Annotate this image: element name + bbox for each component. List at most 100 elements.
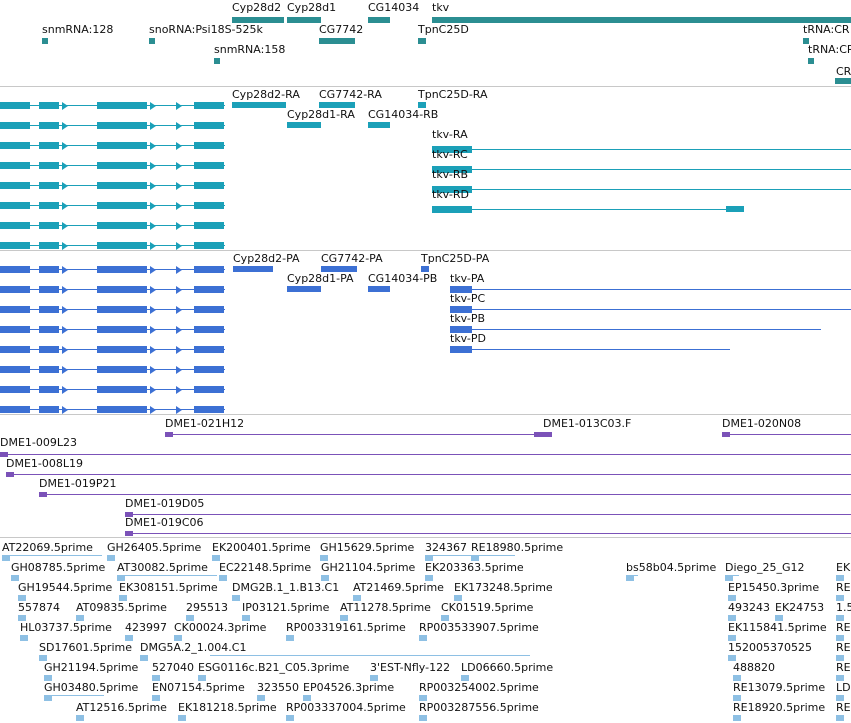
est-label[interactable]: EN07154.5prime: [152, 681, 245, 694]
transcript-label[interactable]: tkv-PD: [450, 332, 486, 345]
exon-block[interactable]: [0, 286, 30, 293]
est-label[interactable]: AT30082.5prime: [117, 561, 208, 574]
est-label[interactable]: 3'EST-Nfly-122: [370, 661, 451, 674]
exon-block[interactable]: [287, 122, 321, 128]
gene-label[interactable]: CG7742: [319, 23, 364, 36]
gene-feature[interactable]: [42, 38, 48, 44]
est-label[interactable]: 152005370525: [728, 641, 812, 654]
est-feature[interactable]: [76, 715, 84, 721]
est-label[interactable]: HL03737.5prime: [20, 621, 112, 634]
est-label[interactable]: 324367: [425, 541, 467, 554]
est-feature[interactable]: [152, 675, 160, 681]
exon-block[interactable]: [726, 206, 744, 212]
exon-block[interactable]: [194, 366, 224, 373]
gene-label[interactable]: tkv: [432, 1, 450, 14]
exon-block[interactable]: [0, 326, 30, 333]
exon-block[interactable]: [39, 102, 59, 109]
exon-block[interactable]: [421, 266, 429, 272]
est-label[interactable]: Diego_25_G12: [725, 561, 805, 574]
clone-end[interactable]: [0, 452, 8, 457]
exon-block[interactable]: [39, 306, 59, 313]
est-label[interactable]: RE: [836, 661, 851, 674]
est-feature[interactable]: [119, 595, 127, 601]
gene-feature[interactable]: [232, 17, 284, 23]
exon-block[interactable]: [97, 162, 147, 169]
exon-block[interactable]: [39, 286, 59, 293]
gene-feature[interactable]: [319, 38, 355, 44]
est-feature[interactable]: [286, 715, 294, 721]
est-label[interactable]: EK: [836, 561, 851, 574]
est-feature[interactable]: [728, 635, 736, 641]
est-feature[interactable]: [186, 615, 194, 621]
est-label[interactable]: EK203363.5prime: [425, 561, 524, 574]
clone-end[interactable]: [125, 512, 133, 517]
est-label[interactable]: GH19544.5prime: [18, 581, 113, 594]
clone-end[interactable]: [39, 492, 47, 497]
exon-block[interactable]: [319, 102, 355, 108]
est-feature[interactable]: [286, 635, 294, 641]
est-feature[interactable]: [212, 555, 220, 561]
est-label[interactable]: EK173248.5prime: [454, 581, 553, 594]
gene-feature[interactable]: [214, 58, 220, 64]
transcript-label[interactable]: TpnC25D-PA: [421, 252, 490, 265]
est-label[interactable]: RE13079.5prime: [733, 681, 826, 694]
est-label[interactable]: EP04526.3prime: [303, 681, 395, 694]
est-feature[interactable]: [419, 695, 427, 701]
exon-block[interactable]: [97, 306, 147, 313]
est-label[interactable]: SD17601.5prime: [39, 641, 132, 654]
est-label[interactable]: 557874: [18, 601, 60, 614]
est-feature[interactable]: [18, 595, 26, 601]
est-feature[interactable]: [18, 615, 26, 621]
est-feature[interactable]: [44, 675, 52, 681]
est-label[interactable]: bs58b04.5prime: [626, 561, 717, 574]
est-label[interactable]: RP003319161.5prime: [286, 621, 406, 634]
exon-block[interactable]: [450, 346, 472, 353]
gene-label[interactable]: tRNA:CR: [808, 43, 851, 56]
exon-block[interactable]: [450, 286, 472, 293]
est-feature[interactable]: [728, 655, 736, 661]
clone-label[interactable]: DME1-009L23: [0, 436, 77, 449]
exon-block[interactable]: [194, 222, 224, 229]
exon-block[interactable]: [39, 346, 59, 353]
est-feature[interactable]: [174, 635, 182, 641]
gene-label[interactable]: CG14034: [368, 1, 420, 14]
est-label[interactable]: AT12516.5prime: [76, 701, 167, 714]
est-feature[interactable]: [232, 595, 240, 601]
gene-label[interactable]: Cyp28d2: [232, 1, 282, 14]
est-label[interactable]: CK01519.5prime: [441, 601, 534, 614]
exon-block[interactable]: [97, 222, 147, 229]
est-label[interactable]: AT09835.5prime: [76, 601, 167, 614]
gene-feature[interactable]: [835, 78, 851, 84]
exon-block[interactable]: [0, 142, 30, 149]
est-label[interactable]: ESG0116c.B21_C05.3prime: [198, 661, 350, 674]
est-label[interactable]: RE18980.5prime: [471, 541, 564, 554]
exon-block[interactable]: [194, 162, 224, 169]
est-feature[interactable]: [117, 575, 125, 581]
exon-block[interactable]: [194, 386, 224, 393]
est-feature[interactable]: [733, 675, 741, 681]
est-label[interactable]: IP03121.5prime: [242, 601, 330, 614]
clone-label[interactable]: DME1-013C03.F: [543, 417, 632, 430]
est-label[interactable]: EK24753: [775, 601, 825, 614]
est-label[interactable]: 323550: [257, 681, 299, 694]
exon-block[interactable]: [0, 366, 30, 373]
est-feature[interactable]: [125, 635, 133, 641]
exon-block[interactable]: [194, 242, 224, 249]
est-feature[interactable]: [836, 695, 844, 701]
exon-block[interactable]: [0, 222, 30, 229]
est-label[interactable]: GH03480.5prime: [44, 681, 139, 694]
transcript-label[interactable]: tkv-PA: [450, 272, 485, 285]
exon-block[interactable]: [432, 206, 472, 213]
est-label[interactable]: AT21469.5prime: [353, 581, 444, 594]
est-label[interactable]: GH15629.5prime: [320, 541, 415, 554]
exon-block[interactable]: [0, 406, 30, 413]
exon-block[interactable]: [0, 182, 30, 189]
est-feature[interactable]: [178, 715, 186, 721]
est-label[interactable]: 493243: [728, 601, 770, 614]
exon-block[interactable]: [97, 366, 147, 373]
est-feature[interactable]: [198, 675, 206, 681]
transcript-label[interactable]: tkv-RC: [432, 148, 468, 161]
est-feature[interactable]: [441, 615, 449, 621]
est-label[interactable]: RP003533907.5prime: [419, 621, 539, 634]
gene-feature[interactable]: [432, 17, 851, 23]
